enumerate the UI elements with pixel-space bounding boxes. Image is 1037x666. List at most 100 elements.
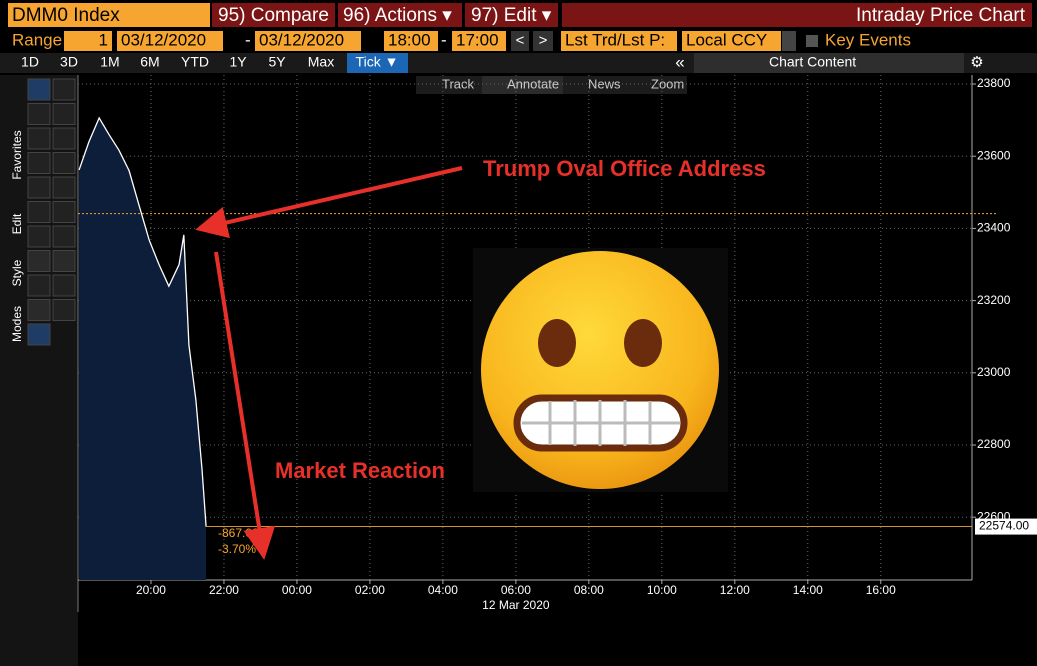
change-pct-label: -3.70%: [218, 542, 256, 556]
tool-button[interactable]: [52, 201, 76, 223]
x-tick-label: 20:00: [136, 583, 166, 597]
dash: -: [441, 30, 447, 49]
emoji-eye: [624, 319, 662, 367]
tools: [27, 78, 76, 346]
tool-button[interactable]: [52, 78, 76, 101]
emoji-teeth: [522, 400, 680, 446]
period-active[interactable]: [347, 53, 408, 73]
tool-button[interactable]: [27, 78, 51, 101]
plot: 2260022800230002320023400236002380020:00…: [77, 75, 1037, 612]
y-tick-label: 23200: [977, 293, 1011, 307]
period[interactable]: 1M: [100, 54, 119, 70]
period[interactable]: 6M: [140, 54, 159, 70]
change-label: -867.00: [218, 526, 259, 540]
tool-button[interactable]: [52, 103, 76, 125]
tool-button[interactable]: [52, 299, 76, 321]
y-tick-label: 23000: [977, 365, 1011, 379]
x-tick-label: 02:00: [355, 583, 385, 597]
y-tick-label: 23800: [977, 76, 1011, 90]
title: Intraday Price Chart: [856, 5, 1026, 26]
button[interactable]: [533, 31, 553, 51]
sidebar-tab[interactable]: Edit: [10, 213, 24, 234]
input[interactable]: [561, 31, 677, 51]
annotation-arrow: [195, 166, 463, 239]
range-label: Range: [12, 30, 62, 49]
toolbar-item[interactable]: News: [588, 76, 621, 91]
period[interactable]: YTD: [181, 54, 209, 70]
emoji-eye: [538, 319, 576, 367]
end-date: 03/12/2020: [259, 30, 344, 49]
tool-button[interactable]: [27, 201, 51, 223]
tool-button[interactable]: [27, 127, 51, 150]
tool-button[interactable]: [52, 152, 76, 174]
period[interactable]: 3D: [60, 54, 78, 70]
button[interactable]: [338, 3, 462, 27]
sidebar-tab[interactable]: Favorites: [10, 130, 24, 179]
y-tick-label: 23400: [977, 221, 1011, 235]
toolbar-item[interactable]: Annotate: [507, 76, 559, 91]
title-bar: [562, 3, 1032, 27]
tool-button[interactable]: [27, 103, 51, 125]
next: >: [539, 32, 548, 49]
input[interactable]: [452, 31, 506, 51]
toolbar-active: [482, 76, 563, 94]
tool-button[interactable]: [52, 176, 76, 199]
annotation: Market Reaction: [275, 458, 445, 483]
price-line: [78, 116, 207, 527]
last-price-box: [975, 518, 1037, 535]
ticker: DMM0 Index: [12, 5, 120, 26]
tool-button[interactable]: [27, 225, 51, 248]
button-label: 96) Actions ▾: [343, 5, 452, 26]
period[interactable]: 5Y: [268, 54, 286, 70]
tool-button[interactable]: [27, 299, 51, 321]
start-date: 03/12/2020: [121, 30, 206, 49]
tool-button[interactable]: [52, 274, 76, 297]
collapse[interactable]: «: [675, 52, 684, 71]
button[interactable]: [511, 31, 529, 51]
price-field: Lst Trd/Lst P:: [565, 30, 665, 49]
range-value: 1: [99, 30, 108, 49]
dropdown[interactable]: [782, 31, 796, 51]
toolbar-item[interactable]: Zoom: [651, 76, 684, 91]
last-price-label: 22574.00: [979, 519, 1029, 533]
input[interactable]: [682, 31, 781, 51]
x-tick-label: 14:00: [793, 583, 823, 597]
sidebar-tab[interactable]: Modes: [10, 306, 24, 342]
input[interactable]: [384, 31, 438, 51]
button[interactable]: [465, 3, 558, 27]
prev: <: [516, 32, 525, 49]
end-time: 17:00: [456, 30, 499, 49]
chart-content-button[interactable]: [694, 53, 964, 73]
period[interactable]: 1D: [21, 54, 39, 70]
input[interactable]: [117, 31, 223, 51]
emoji-face: [481, 251, 719, 489]
input[interactable]: [255, 31, 361, 51]
period[interactable]: 1Y: [229, 54, 247, 70]
tool-button[interactable]: [52, 225, 76, 248]
tool-button[interactable]: [52, 127, 76, 150]
button-label: 97) Edit ▾: [471, 5, 552, 26]
annotation: Trump Oval Office Address: [483, 156, 766, 181]
dash: -: [245, 30, 251, 49]
tool-button[interactable]: [27, 250, 51, 272]
key-events: Key Events: [825, 30, 911, 49]
ticker-box[interactable]: [8, 3, 210, 27]
x-tick-label: 08:00: [574, 583, 604, 597]
period[interactable]: Max: [308, 54, 334, 70]
tool-button[interactable]: [27, 323, 51, 346]
button[interactable]: [212, 3, 335, 27]
area: [79, 117, 207, 580]
x-tick-label: 12:00: [720, 583, 750, 597]
period[interactable]: Tick ▼: [356, 54, 399, 70]
x-tick-label: 10:00: [647, 583, 677, 597]
checkbox[interactable]: [806, 35, 818, 47]
settings-icon[interactable]: ⚙: [970, 54, 983, 71]
tool-button[interactable]: [27, 152, 51, 174]
y-tick-label: 22800: [977, 437, 1011, 451]
sidebar-tab[interactable]: Style: [10, 259, 24, 286]
tool-button[interactable]: [52, 250, 76, 272]
tool-button[interactable]: [27, 274, 51, 297]
input[interactable]: [64, 31, 112, 51]
tool-button[interactable]: [27, 176, 51, 199]
